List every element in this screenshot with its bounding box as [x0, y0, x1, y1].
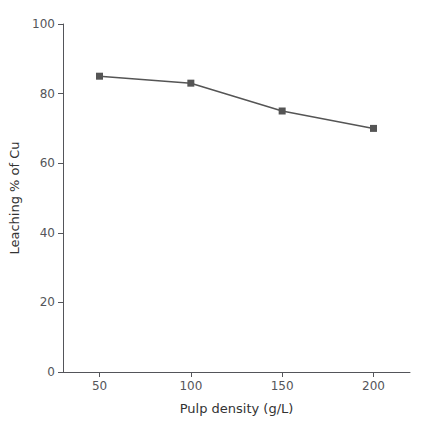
svg-text:60: 60 [40, 156, 55, 170]
svg-text:80: 80 [40, 87, 55, 101]
svg-text:150: 150 [271, 379, 294, 393]
svg-text:Leaching % of Cu: Leaching % of Cu [7, 141, 22, 254]
svg-text:0: 0 [47, 365, 55, 379]
svg-text:Pulp density (g/L): Pulp density (g/L) [180, 401, 294, 416]
svg-text:100: 100 [32, 17, 55, 31]
svg-text:100: 100 [179, 379, 202, 393]
svg-text:40: 40 [40, 226, 55, 240]
svg-text:20: 20 [40, 295, 55, 309]
svg-text:50: 50 [92, 379, 107, 393]
svg-text:200: 200 [362, 379, 385, 393]
